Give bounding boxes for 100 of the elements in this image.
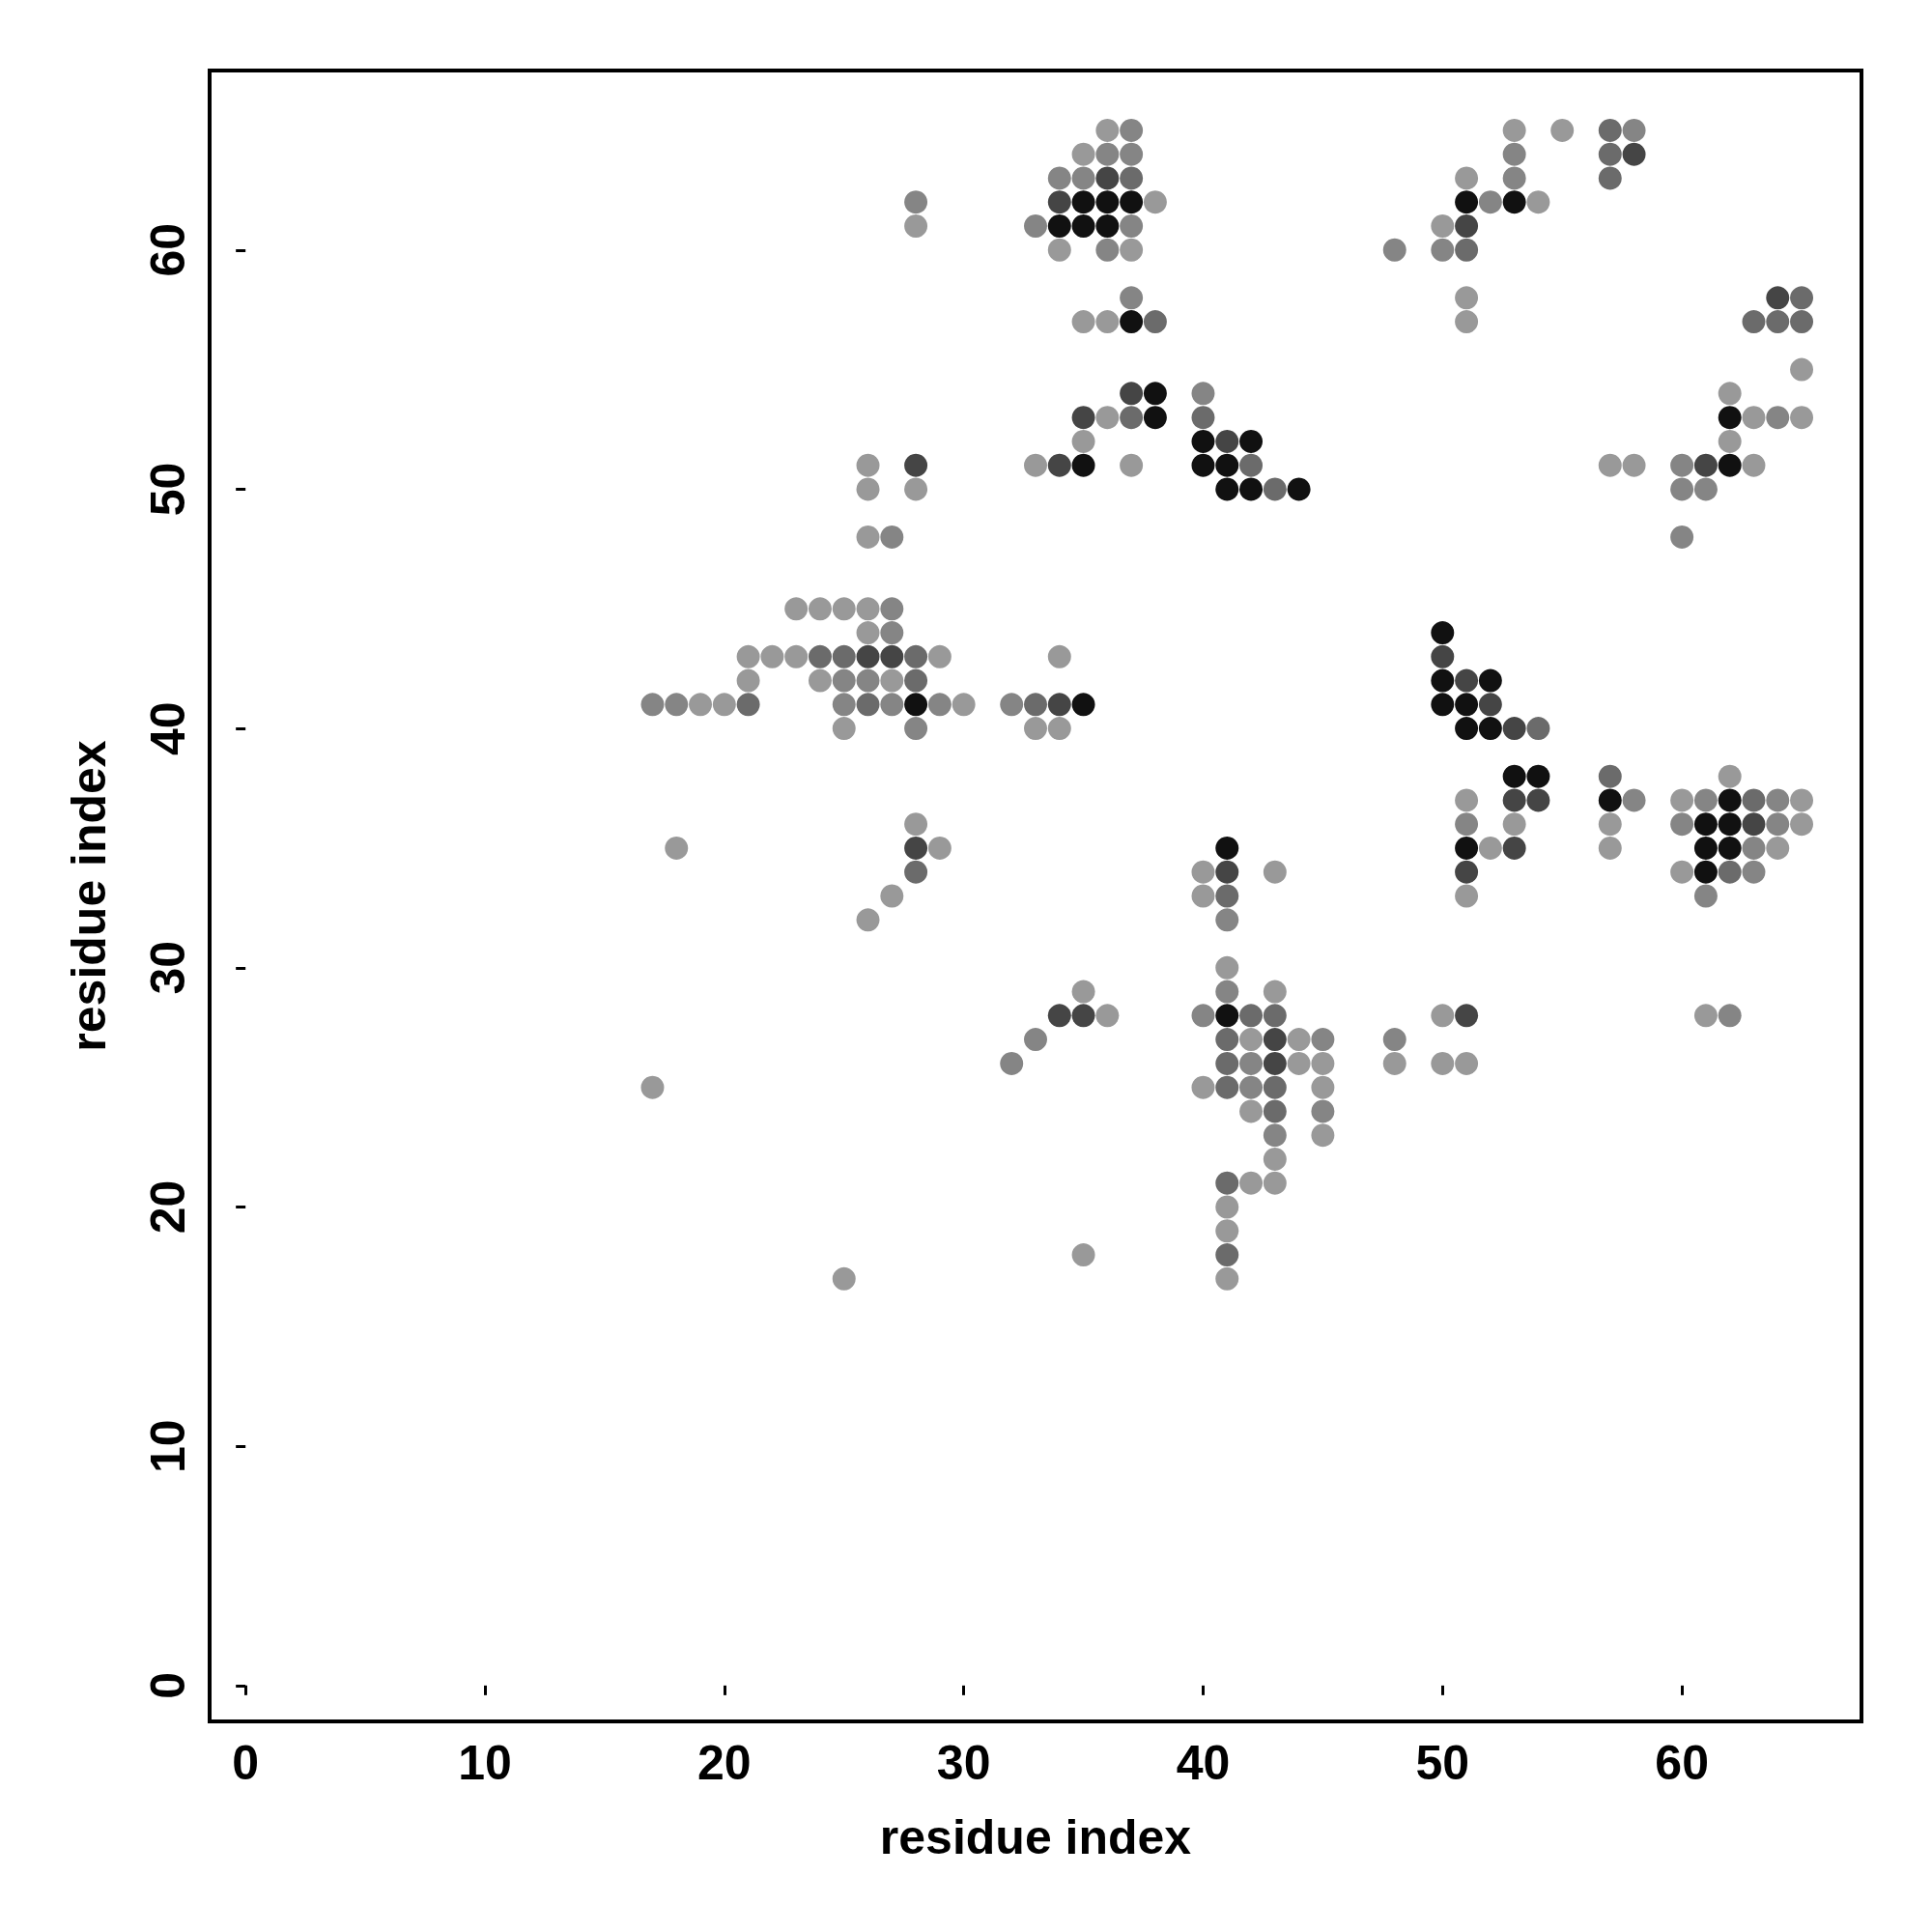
- point: [1502, 788, 1526, 812]
- point: [1191, 382, 1215, 406]
- point: [1455, 238, 1479, 262]
- point: [665, 693, 689, 717]
- point: [1455, 668, 1479, 693]
- point: [1693, 860, 1718, 884]
- point: [1766, 788, 1790, 812]
- point: [1431, 238, 1455, 262]
- point: [1095, 214, 1120, 238]
- point: [1502, 190, 1526, 214]
- point: [880, 644, 904, 668]
- point: [1095, 190, 1120, 214]
- point: [1526, 788, 1550, 812]
- point: [1095, 142, 1120, 166]
- point: [1215, 477, 1239, 501]
- point: [1478, 717, 1502, 741]
- x-tick-label: 50: [1415, 1736, 1470, 1790]
- y-tick-label: 30: [141, 940, 195, 995]
- point: [1071, 214, 1095, 238]
- point: [1526, 764, 1550, 788]
- point: [1239, 453, 1264, 477]
- point: [904, 453, 928, 477]
- point: [1693, 477, 1718, 501]
- point: [1670, 477, 1694, 501]
- point: [1478, 668, 1502, 693]
- point: [1431, 668, 1455, 693]
- point: [1455, 812, 1479, 837]
- point: [1455, 190, 1479, 214]
- point: [1478, 693, 1502, 717]
- point: [1047, 1004, 1071, 1028]
- point: [1215, 1004, 1239, 1028]
- point: [1670, 812, 1694, 837]
- point: [1693, 453, 1718, 477]
- point: [1239, 1004, 1264, 1028]
- point: [927, 693, 952, 717]
- point: [1718, 836, 1742, 860]
- point: [1766, 406, 1790, 430]
- point: [1215, 908, 1239, 932]
- point: [1024, 1028, 1047, 1052]
- point: [880, 525, 904, 549]
- point: [1431, 693, 1455, 717]
- point: [1718, 406, 1742, 430]
- point: [640, 693, 665, 717]
- point: [1622, 788, 1646, 812]
- point: [1215, 980, 1239, 1004]
- point: [1598, 118, 1622, 142]
- point: [832, 644, 856, 668]
- point: [1502, 836, 1526, 860]
- point: [1263, 1004, 1287, 1028]
- x-tick-label: 20: [697, 1736, 752, 1790]
- point: [1718, 1004, 1742, 1028]
- point: [1502, 764, 1526, 788]
- x-axis-title: residue index: [879, 1810, 1192, 1864]
- point: [1622, 142, 1646, 166]
- point: [1790, 310, 1814, 334]
- point: [1742, 860, 1766, 884]
- point: [1598, 764, 1622, 788]
- point: [832, 693, 856, 717]
- x-tick-label: 40: [1176, 1736, 1231, 1790]
- point: [1693, 812, 1718, 837]
- point: [1263, 1075, 1287, 1099]
- point: [1215, 1243, 1239, 1267]
- point: [1455, 693, 1479, 717]
- point: [1143, 406, 1167, 430]
- point: [1670, 525, 1694, 549]
- point: [1455, 1004, 1479, 1028]
- x-tick-label: 10: [458, 1736, 512, 1790]
- point: [1047, 453, 1071, 477]
- point: [1263, 1099, 1287, 1123]
- point: [1431, 621, 1455, 645]
- point: [1120, 406, 1144, 430]
- point: [1239, 1075, 1264, 1099]
- y-axis-title: residue index: [62, 740, 116, 1052]
- point: [1311, 1028, 1335, 1052]
- point: [1263, 1051, 1287, 1075]
- point: [1000, 1051, 1024, 1075]
- point: [1478, 190, 1502, 214]
- point: [1024, 693, 1047, 717]
- point: [904, 693, 928, 717]
- point: [1215, 1051, 1239, 1075]
- point: [832, 668, 856, 693]
- point: [1143, 310, 1167, 334]
- point: [856, 668, 880, 693]
- point: [856, 644, 880, 668]
- point: [1693, 788, 1718, 812]
- point: [1455, 214, 1479, 238]
- point: [1263, 1123, 1287, 1148]
- point: [1047, 190, 1071, 214]
- point: [1263, 477, 1287, 501]
- point: [1095, 166, 1120, 190]
- point: [1431, 644, 1455, 668]
- y-tick-label: 0: [141, 1671, 195, 1699]
- point: [1598, 142, 1622, 166]
- point: [1215, 860, 1239, 884]
- point: [1718, 812, 1742, 837]
- point: [856, 693, 880, 717]
- point: [1382, 1028, 1406, 1052]
- point: [1526, 717, 1550, 741]
- point: [1455, 717, 1479, 741]
- y-tick-label: 60: [141, 222, 195, 277]
